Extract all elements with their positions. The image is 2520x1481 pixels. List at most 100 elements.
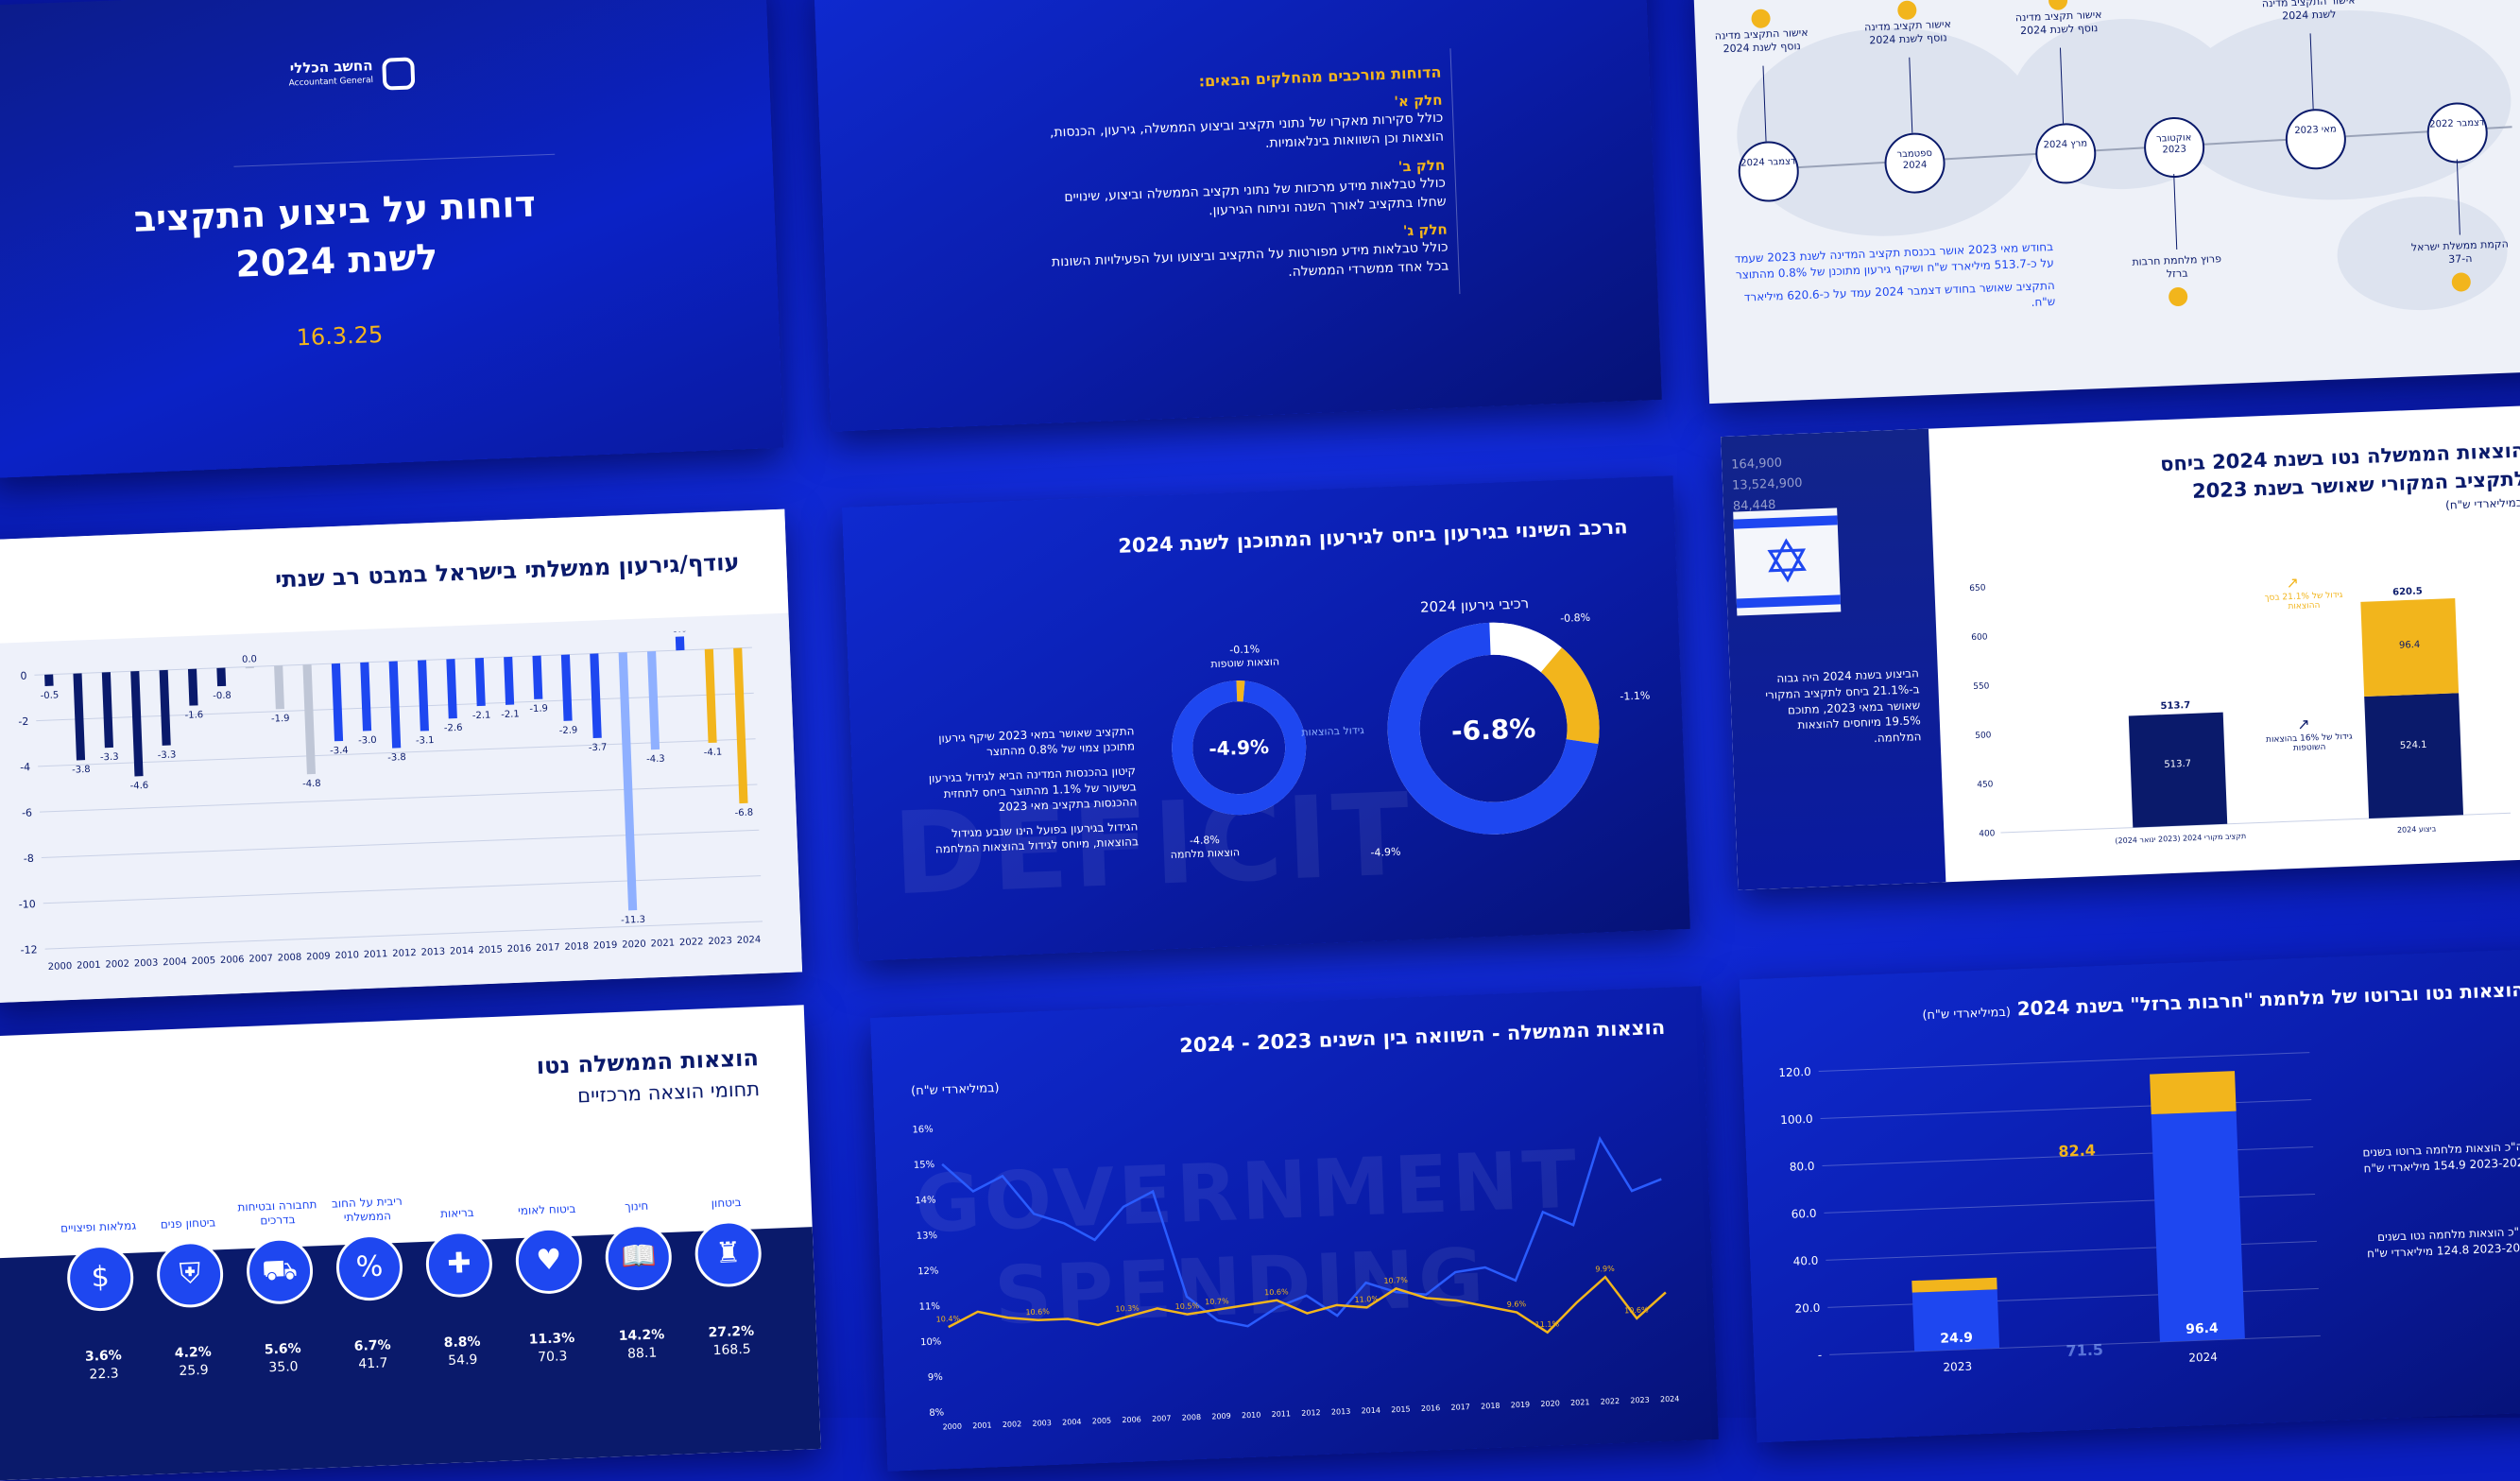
y-tick-label: 15%	[914, 1160, 935, 1171]
parts-list: חלק א' כולל סקירות מאקרו של נתוני תקציב …	[1046, 92, 1449, 292]
y-tick-label: 80.0	[1790, 1160, 1815, 1174]
x-tick-label: 2006	[220, 955, 245, 966]
small-donut	[1172, 680, 1307, 816]
bar-2013	[417, 660, 429, 732]
data-label-2023: 24.9	[1940, 1330, 1973, 1346]
y-tick-label: 12%	[917, 1266, 939, 1277]
world-map-bg	[1737, 10, 2512, 311]
bar-gross-2023	[1911, 1277, 1997, 1293]
x-tick-label: 2019	[593, 940, 618, 952]
gold-point-label: 10.5%	[1175, 1301, 1200, 1311]
slide-spending-vs-budget: 164,900 13,524,900 84,448 ✡ הביצוע בשנת …	[1721, 405, 2520, 890]
growth-label-2: גידול של 16% בהוצאות השוטפות	[2265, 732, 2353, 754]
slide-war-expenses: הוצאות נטו וברוטו של מלחמת "חרבות ברזל" …	[1739, 948, 2520, 1443]
bar-2015	[474, 658, 486, 707]
data-label-2001: -3.8	[72, 765, 91, 776]
y-tick-label: 20.0	[1794, 1301, 1820, 1316]
israel-flag: ✡	[1733, 508, 1842, 616]
timeline-top-3-caption: אישור תקציב מדינה נוסף לשנת 2024	[2014, 8, 2102, 37]
expense-area-name: חינוך	[624, 1198, 649, 1214]
bar-base-1	[2128, 712, 2228, 828]
bar1-inner-label: 513.7	[2164, 759, 2191, 770]
bar-2000	[44, 674, 54, 686]
y-tick-label: 600	[1971, 632, 1988, 643]
bar-2014	[446, 659, 457, 719]
bar-2008	[274, 665, 284, 710]
expense-area-name: ביטחון פנים	[160, 1214, 216, 1231]
x-tick-label: 2009	[306, 951, 331, 962]
data-label-2019: -3.7	[589, 742, 608, 753]
data-label-2024: -6.8	[734, 808, 753, 819]
slide-report-parts: הדוחות מורכבים מהחלקים הבאים: חלק א' כול…	[814, 0, 1662, 432]
note-1: התקציב שאושר במאי 2023 שיקף גירעון מתוכנ…	[937, 724, 1136, 759]
x-tick-label: 2007	[1152, 1414, 1172, 1423]
x-tick-label: ביצוע 2024	[2397, 824, 2437, 835]
gold-point-label: 10.7%	[1383, 1276, 1408, 1285]
x-tick-label: 2024	[737, 935, 762, 946]
divider	[233, 153, 556, 167]
x-tick-label: 2013	[420, 947, 445, 958]
slide8-title: הוצאות הממשלה - השוואה בין השנים 2023 - …	[1178, 1015, 1666, 1058]
y-tick-label: -6	[22, 806, 32, 818]
slide-cover: החשב הכללי Accountant General דוחות על ב…	[0, 0, 784, 478]
timeline-top-4-node-label: מאי 2023	[2294, 124, 2337, 137]
slide-timeline: דצמבר 2024 אישור התקציב מדינה נוסף לשנת 2…	[1692, 0, 2520, 405]
y-tick-label: -	[1818, 1349, 1823, 1362]
y-tick-label: 120.0	[1778, 1065, 1811, 1079]
star-of-david-icon: ✡	[1760, 525, 1813, 597]
gold-point-label: 10.4%	[936, 1315, 961, 1324]
side-text: הביצוע בשנת 2024 היה גבוה ב-21.1% ביחס ל…	[1765, 666, 1922, 746]
data-label-2020: -11.3	[621, 915, 645, 926]
bar-2003	[130, 671, 144, 777]
bar-2024	[733, 647, 748, 804]
small-donut-slice-2	[1172, 680, 1307, 816]
bar-gross-2024	[2150, 1071, 2237, 1115]
x-tick-label: 2004	[1062, 1418, 1082, 1427]
expense-area-name: בריאות	[439, 1205, 474, 1220]
x-tick-label: 2000	[48, 961, 73, 973]
gridline	[39, 784, 758, 813]
bar-2022	[675, 636, 685, 651]
logo-mark-icon	[382, 57, 416, 91]
gridline	[38, 738, 756, 767]
big-donut-slice-2	[1540, 647, 1600, 745]
x-tick-label: 2014	[450, 946, 474, 957]
data-label-2024: 96.4	[2186, 1321, 2219, 1337]
x-tick-label: 2020	[1540, 1399, 1560, 1408]
x-tick-label: 2008	[278, 953, 302, 964]
data-label-2015: -2.1	[472, 711, 491, 722]
y-tick-label: 11%	[918, 1301, 940, 1313]
big-label-2: -1.1%	[1620, 689, 1651, 703]
gridline	[34, 646, 752, 676]
x-tick-label: 2004	[163, 956, 187, 968]
y-tick-label: 60.0	[1791, 1207, 1816, 1221]
timeline-top-3-node-label: מרץ 2024	[2043, 138, 2088, 151]
bar-2010	[331, 663, 344, 742]
gold-point-label: 11.1%	[1535, 1319, 1560, 1329]
bar1-total-label: 513.7	[2160, 700, 2190, 712]
bar-2012	[388, 661, 402, 749]
bar-2001	[73, 673, 86, 761]
timeline-top-2-caption: אישור תקציב מדינה נוסף לשנת 2024	[1863, 18, 1952, 47]
x-tick-label: 2000	[942, 1422, 962, 1432]
bar-2019	[590, 653, 602, 739]
x-tick-label: 2022	[1601, 1397, 1620, 1406]
part-2: חלק ב' כולל טבלאות מידע מרכזות של נתוני …	[1048, 156, 1447, 227]
part-3: חלק ג' כולל טבלאות מידע מפורטות על התקצי…	[1051, 221, 1449, 292]
gridline	[44, 921, 763, 950]
x-tick-label: 2009	[1211, 1412, 1231, 1421]
bar-top-2	[2360, 598, 2460, 697]
gold-point-label: 10.6%	[1264, 1287, 1289, 1297]
x-tick-label: 2023	[1630, 1396, 1650, 1405]
bar-2017	[532, 655, 543, 699]
y-tick-label: -2	[18, 715, 28, 728]
timeline-top-4-caption: אישור התקציב מדינה לשנת 2024	[2261, 0, 2356, 23]
data-label-2002: -3.3	[100, 752, 119, 764]
war-expense-chart: - 20.0 40.0 60.0 80.0 100.0 120.0 24.9 2023 96.4 2…	[1778, 1052, 2321, 1374]
y-tick-label: -4	[20, 761, 30, 773]
y-tick-label: 9%	[928, 1372, 943, 1384]
x-tick-label: 2015	[1391, 1404, 1411, 1414]
timeline-bullets: בחודש מאי 2023 אושר בכנסת תקציב המדינה ל…	[1732, 239, 2056, 323]
gridline	[1827, 1287, 2319, 1308]
big-label-3: -4.9%	[1370, 845, 1401, 859]
